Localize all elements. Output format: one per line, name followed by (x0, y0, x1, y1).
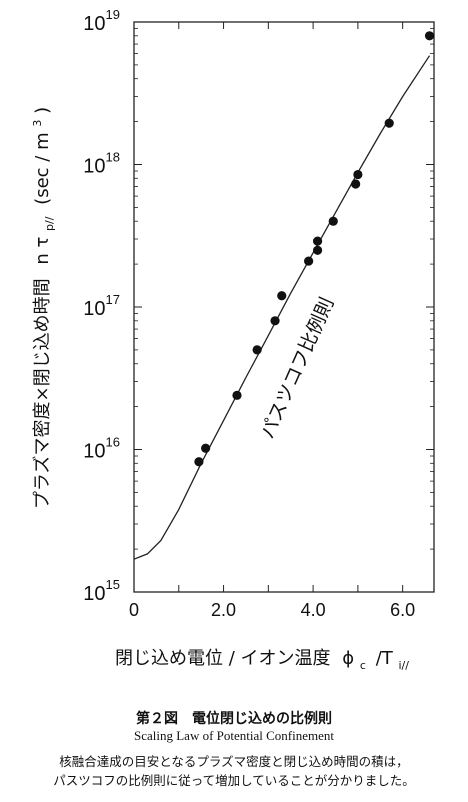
y-tick-label: 1015 (83, 577, 120, 605)
y-tick-exponent: 19 (106, 7, 120, 22)
data-points (194, 31, 435, 467)
y-axis-unit-close: ) (32, 107, 53, 114)
data-point (304, 256, 314, 266)
data-point (351, 179, 361, 189)
y-tick-base: 10 (83, 298, 105, 320)
data-point (312, 236, 323, 246)
data-point (194, 457, 204, 467)
caption-english: Scaling Law of Potential Confinement (133, 728, 334, 743)
y-tick-exponent: 15 (106, 577, 120, 592)
y-axis-title: プラズマ密度×閉じ込め時間 n τ p// (sec / m 3 ) (25, 107, 58, 509)
data-point (384, 118, 394, 128)
y-tick-exponent: 18 (106, 150, 120, 165)
x-tick-label: 0 (129, 600, 139, 620)
caption-title: 第２図 電位閉じ込めの比例則 (136, 711, 332, 727)
caption-line-2: パスツコフの比例則に従って増加していることが分かりました。 (53, 773, 415, 788)
data-point (270, 316, 280, 326)
fit-curve (133, 55, 431, 560)
y-tick-label: 1018 (83, 150, 120, 178)
annotation-label: パスツコフ比例則 (256, 294, 338, 442)
y-tick-base: 10 (83, 156, 105, 178)
data-point (424, 31, 435, 41)
x-tick-label: 4.0 (301, 600, 326, 620)
y-axis-unit: (sec / m (32, 132, 53, 204)
x-axis-symbol: ϕ (342, 648, 354, 669)
x-axis-title: 閉じ込め電位 / イオン温度 ϕ c /T i// (115, 648, 409, 674)
x-axis-label: 閉じ込め電位 / イオン温度 (115, 648, 331, 669)
data-point (232, 390, 242, 400)
data-point (277, 291, 287, 301)
y-axis-symbol: n τ (32, 237, 53, 265)
y-tick-base: 10 (83, 13, 105, 35)
y-tick-label: 1017 (83, 292, 120, 320)
y-tick-exponent: 17 (106, 292, 120, 307)
caption-body: 核融合達成の目安となるプラズマ密度と閉じ込め時間の積は， パスツコフの比例則に従… (0, 752, 468, 790)
y-axis-label: プラズマ密度×閉じ込め時間 (32, 278, 53, 509)
tick-marks (133, 21, 434, 593)
caption-line-1: 核融合達成の目安となるプラズマ密度と閉じ込め時間の積は， (59, 754, 409, 769)
y-tick-label: 1016 (83, 435, 120, 463)
data-point (353, 169, 363, 180)
x-axis-denom: /T (376, 648, 394, 669)
x-axis-symbol-sub: c (360, 659, 366, 672)
data-point (312, 245, 323, 255)
y-tick-base: 10 (83, 583, 105, 605)
x-axis-denom-sub: i// (398, 659, 409, 672)
data-point (252, 345, 262, 355)
y-axis-unit-sup: 3 (31, 120, 44, 127)
y-tick-base: 10 (83, 441, 105, 463)
data-point (328, 216, 338, 226)
x-tick-labels: 0 2.0 4.0 6.0 (129, 600, 415, 620)
data-point (201, 443, 211, 453)
x-tick-label: 6.0 (390, 600, 415, 620)
x-tick-label: 2.0 (211, 600, 236, 620)
y-tick-exponent: 16 (106, 435, 120, 450)
y-tick-label: 1019 (83, 7, 120, 35)
y-axis-symbol-sub: p// (43, 216, 56, 231)
